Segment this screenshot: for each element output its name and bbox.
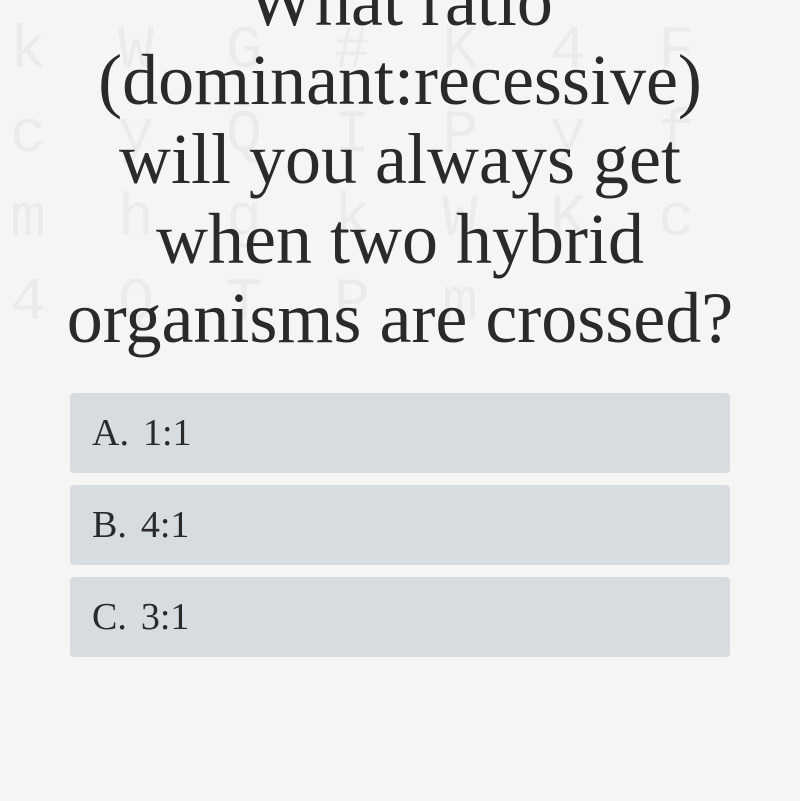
answer-text: 3:1 <box>141 595 190 639</box>
answer-letter: B. <box>92 503 127 547</box>
answer-letter: A. <box>92 411 129 455</box>
question-text: What ratio (dominant:recessive) will you… <box>0 0 800 358</box>
answer-list: A. 1:1 B. 4:1 C. 3:1 <box>0 393 800 657</box>
answer-option-b[interactable]: B. 4:1 <box>70 485 730 565</box>
answer-text: 1:1 <box>143 411 192 455</box>
quiz-container: What ratio (dominant:recessive) will you… <box>0 0 800 801</box>
answer-text: 4:1 <box>141 503 190 547</box>
answer-letter: C. <box>92 595 127 639</box>
answer-option-c[interactable]: C. 3:1 <box>70 577 730 657</box>
answer-option-a[interactable]: A. 1:1 <box>70 393 730 473</box>
